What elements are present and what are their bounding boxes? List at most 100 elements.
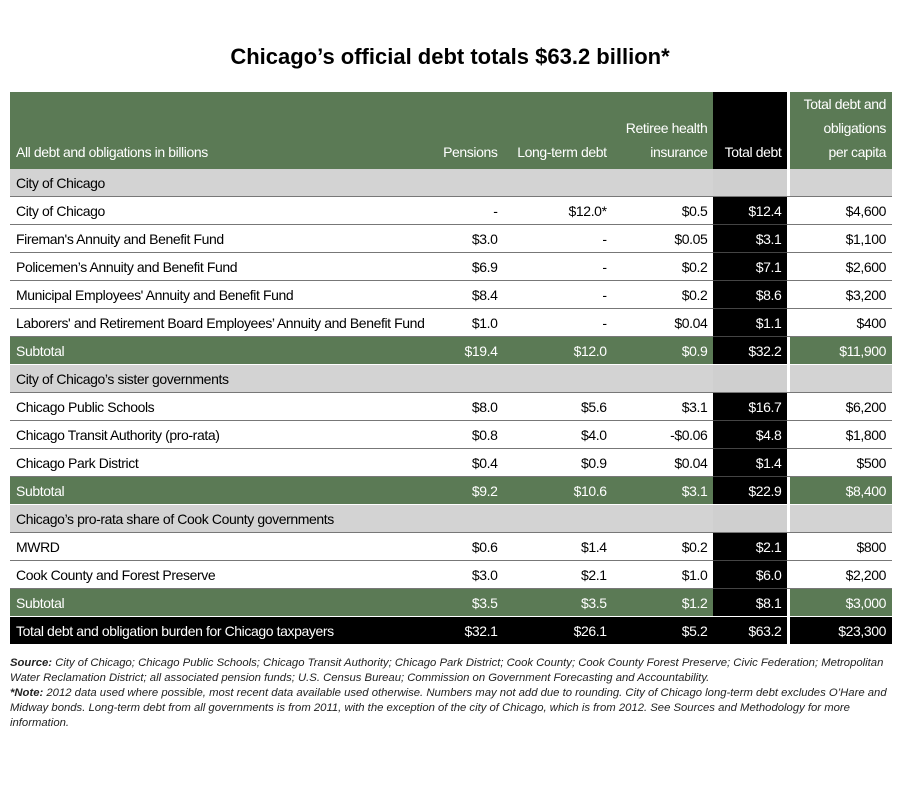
asterisk-note: *Note: 2012 data used where possible, mo… [10,687,887,729]
per-capita-cell: $2,200 [790,560,892,589]
total-debt-cell: $1.1 [713,308,788,337]
pensions-cell: $0.8 [432,420,504,449]
total-debt-cell: $7.1 [713,252,788,281]
pensions-cell: $3.5 [432,588,504,617]
table-row: Chicago Park District $0.4 $0.9 $0.04 $1.4 $5… [10,448,892,477]
row-label: Chicago Park District [10,448,432,477]
retiree-cell: $1.0 [612,560,714,589]
retiree-cell: $0.04 [612,448,714,477]
header-total: Total debt [713,92,788,169]
table-row: Fireman's Annuity and Benefit Fund $3.0- $… [10,224,892,253]
header-pensions: Pensions [432,92,504,169]
total-debt-cell: $63.2 [713,616,788,644]
total-debt-cell: $32.2 [713,336,788,365]
retiree-cell: $0.05 [612,224,714,253]
subtotal-row: Subtotal $19.4 $12.0 $0.9 $32.2 $11,900 [10,336,892,365]
per-capita-cell: $400 [790,308,892,337]
pensions-cell: $19.4 [432,336,504,365]
row-label: MWRD [10,532,432,561]
pensions-cell: - [432,196,504,225]
pensions-cell: $1.0 [432,308,504,337]
per-capita-cell: $3,000 [790,588,892,617]
retiree-cell: $0.9 [612,336,714,365]
column-gap [787,196,791,225]
row-label: Subtotal [10,588,432,617]
total-debt-cell: $8.1 [713,588,788,617]
long-term-cell: - [503,252,613,281]
total-debt-cell: $3.1 [713,224,788,253]
total-cell-blank [713,169,788,197]
per-capita-blank [790,504,892,533]
table-row: Municipal Employees' Annuity and Benefit… [10,280,892,309]
long-term-cell: - [503,224,613,253]
row-label: Chicago Transit Authority (pro-rata) [10,420,432,449]
total-debt-cell: $22.9 [713,476,788,505]
column-gap [787,392,791,421]
column-gap [787,504,791,533]
table-row: Cook County and Forest Preserve $3.0 $2.1 $… [10,560,892,589]
retiree-cell: $0.2 [612,252,714,281]
column-gap [787,280,791,309]
retiree-cell: $0.5 [612,196,714,225]
retiree-cell: $0.04 [612,308,714,337]
long-term-cell: - [503,308,613,337]
total-debt-cell: $2.1 [713,532,788,561]
column-gap [787,420,791,449]
section-title: City of Chicago [10,169,714,197]
total-debt-cell: $12.4 [713,196,788,225]
long-term-cell: $2.1 [503,560,613,589]
header-long-term: Long-term debt [503,92,613,169]
per-capita-cell: $23,300 [790,616,892,644]
column-gap [787,588,791,617]
long-term-cell: $5.6 [503,392,613,421]
per-capita-cell: $4,600 [790,196,892,225]
column-gap [787,364,791,393]
long-term-cell: - [503,280,613,309]
grand-total-row: Total debt and obligation burden for Chi… [10,616,892,644]
table-row: Laborers' and Retirement Board Employees… [10,308,892,337]
long-term-cell: $10.6 [503,476,613,505]
per-capita-cell: $1,800 [790,420,892,449]
source-note: Source: City of Chicago; Chicago Public … [10,657,884,684]
long-term-cell: $12.0* [503,196,613,225]
row-label: Subtotal [10,336,432,365]
pensions-cell: $0.6 [432,532,504,561]
retiree-cell: $0.2 [612,280,714,309]
table-row: Chicago Transit Authority (pro-rata) $0.8… [10,420,892,449]
subtotal-row: Subtotal $9.2 $10.6 $3.1 $22.9 $8,400 [10,476,892,505]
total-cell-blank [713,364,788,393]
pensions-cell: $0.4 [432,448,504,477]
long-term-cell: $3.5 [503,588,613,617]
pensions-cell: $9.2 [432,476,504,505]
pensions-cell: $8.4 [432,280,504,309]
long-term-cell: $4.0 [503,420,613,449]
footnotes: Source: City of Chicago; Chicago Public … [10,656,890,731]
table-row: Chicago Public Schools $8.0 $5.6 $3.1 $16.7 $… [10,392,892,421]
retiree-cell: $3.1 [612,476,714,505]
per-capita-blank [790,364,892,393]
per-capita-cell: $500 [790,448,892,477]
retiree-cell: $1.2 [612,588,714,617]
total-debt-cell: $4.8 [713,420,788,449]
row-label: Laborers' and Retirement Board Employees… [10,308,432,337]
row-label: Municipal Employees' Annuity and Benefit… [10,280,432,309]
per-capita-cell: $6,200 [790,392,892,421]
column-gap [787,448,791,477]
column-gap [787,336,791,365]
section-header: City of Chicago’s sister governments [10,364,892,393]
total-debt-cell: $16.7 [713,392,788,421]
long-term-cell: $26.1 [503,616,613,644]
header-per-capita: Total debt and obligations per capita [790,92,892,169]
table-row: MWRD $0.6 $1.4 $0.2 $2.1 $800 [10,532,892,561]
section-header: City of Chicago [10,169,892,197]
column-gap [787,476,791,505]
per-capita-cell: $11,900 [790,336,892,365]
row-label: Fireman's Annuity and Benefit Fund [10,224,432,253]
long-term-cell: $1.4 [503,532,613,561]
subtotal-row: Subtotal $3.5 $3.5 $1.2 $8.1 $3,000 [10,588,892,617]
column-gap [787,616,791,644]
column-gap [787,308,791,337]
pensions-cell: $32.1 [432,616,504,644]
pensions-cell: $8.0 [432,392,504,421]
row-label: Cook County and Forest Preserve [10,560,432,589]
